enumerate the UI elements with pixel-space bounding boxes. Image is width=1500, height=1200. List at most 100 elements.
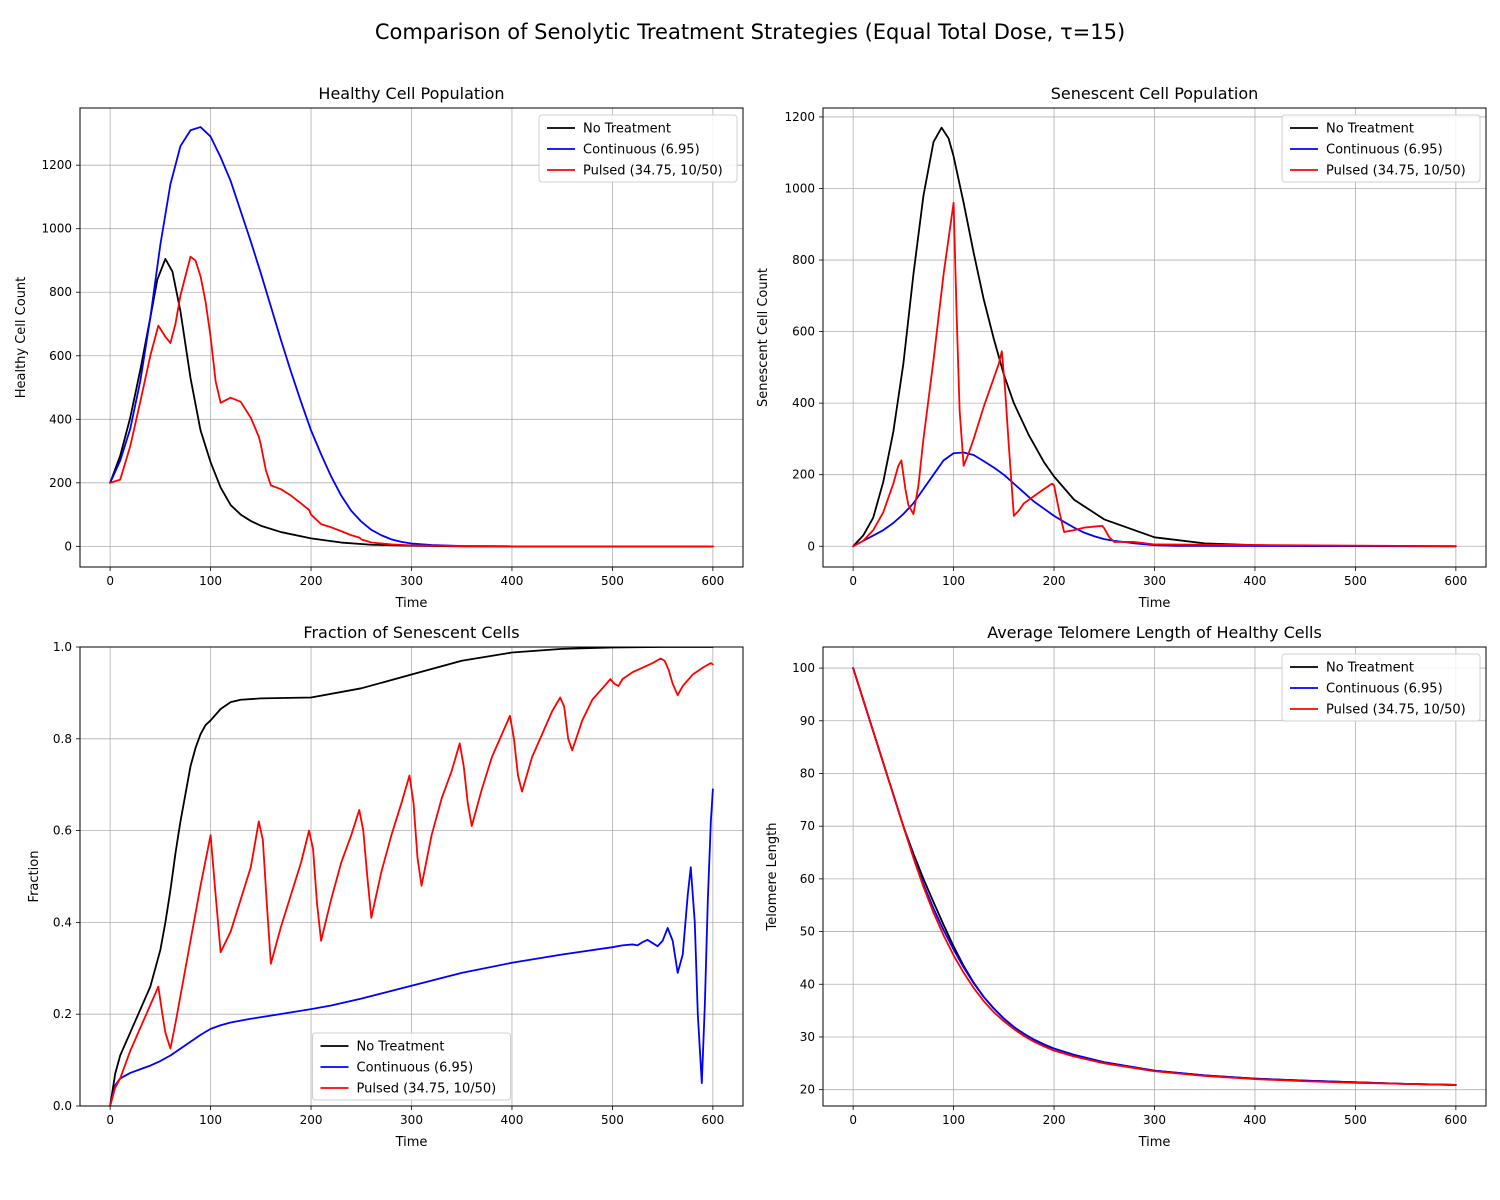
panel-title: Average Telomere Length of Healthy Cells <box>987 623 1322 642</box>
x-tick-label: 200 <box>1043 574 1066 588</box>
x-tick-label: 600 <box>1444 574 1467 588</box>
legend: No Treatment Continuous (6.95) Pulsed (34.… <box>538 114 738 183</box>
series-line-2 <box>852 201 1457 548</box>
panel-title: Fraction of Senescent Cells <box>303 623 519 642</box>
legend-box <box>1281 114 1481 183</box>
legend-label: Pulsed (34.75, 10/50) <box>583 164 723 179</box>
y-tick-label: 90 <box>800 714 815 728</box>
x-tick-label: 500 <box>1344 1113 1367 1127</box>
x-tick-label: 200 <box>1043 1113 1066 1127</box>
y-tick-label: 1200 <box>784 110 815 124</box>
axes-frame <box>822 107 1487 568</box>
y-tick-label: 70 <box>800 819 815 833</box>
x-tick-label: 0 <box>106 1113 114 1127</box>
y-axis-label: Telomere Length <box>765 823 780 932</box>
x-tick-label: 200 <box>300 574 323 588</box>
series-line-0 <box>109 647 714 1106</box>
x-tick-label: 100 <box>942 574 965 588</box>
x-tick-label: 400 <box>501 1113 524 1127</box>
legend-label: Pulsed (34.75, 10/50) <box>1326 703 1466 718</box>
x-tick-label: 600 <box>701 574 724 588</box>
x-tick-label: 300 <box>1143 1113 1166 1127</box>
legend-label: Pulsed (34.75, 10/50) <box>1326 164 1466 179</box>
legend: No Treatment Continuous (6.95) Pulsed (34.… <box>1281 114 1481 183</box>
y-tick-label: 1000 <box>41 222 72 236</box>
axes-frame <box>822 646 1487 1107</box>
y-tick-label: 800 <box>49 285 72 299</box>
x-tick-label: 400 <box>1244 1113 1267 1127</box>
x-tick-label: 100 <box>199 1113 222 1127</box>
y-tick-label: 0.6 <box>53 824 72 838</box>
series-line-1 <box>109 788 714 1106</box>
legend-label: Continuous (6.95) <box>583 143 700 158</box>
y-tick-label: 0.0 <box>53 1099 72 1113</box>
figure-title: Comparison of Senolytic Treatment Strate… <box>375 20 1125 44</box>
panel-title: Healthy Cell Population <box>318 84 504 103</box>
legend-label: No Treatment <box>1326 661 1414 676</box>
y-tick-label: 600 <box>792 325 815 339</box>
x-axis-label: Time <box>395 1135 428 1150</box>
series-line-0 <box>852 126 1457 548</box>
panel-healthy-cells: Healthy Cell Population Time Healthy Cel… <box>14 84 744 611</box>
panel-senescent-cells: Senescent Cell Population Time Senescent… <box>756 84 1487 611</box>
y-tick-label: 600 <box>49 349 72 363</box>
y-tick-label: 1000 <box>784 181 815 195</box>
y-axis-label: Fraction <box>27 851 42 903</box>
x-tick-label: 100 <box>942 1113 965 1127</box>
y-tick-label: 60 <box>800 872 815 886</box>
legend-box <box>1281 653 1481 722</box>
x-tick-label: 600 <box>1444 1113 1467 1127</box>
legend-label: Pulsed (34.75, 10/50) <box>357 1082 497 1097</box>
legend-label: No Treatment <box>357 1040 445 1055</box>
panel-title: Senescent Cell Population <box>1051 84 1259 103</box>
x-tick-label: 500 <box>1344 574 1367 588</box>
y-tick-label: 1200 <box>41 158 72 172</box>
series-line-2 <box>109 657 714 1106</box>
y-tick-label: 80 <box>800 766 815 780</box>
x-axis-label: Time <box>1138 1135 1171 1150</box>
legend: No Treatment Continuous (6.95) Pulsed (34.… <box>312 1032 511 1101</box>
legend-label: No Treatment <box>1326 122 1414 137</box>
legend-box <box>538 114 738 183</box>
axes-frame <box>79 107 744 568</box>
y-tick-label: 800 <box>792 253 815 267</box>
y-tick-label: 30 <box>800 1030 815 1044</box>
y-tick-label: 200 <box>792 468 815 482</box>
panel-telomere-length: Average Telomere Length of Healthy Cells… <box>765 623 1487 1150</box>
y-tick-label: 200 <box>49 476 72 490</box>
series-line-1 <box>109 126 714 548</box>
x-tick-label: 300 <box>400 574 423 588</box>
y-tick-label: 0.4 <box>53 915 72 929</box>
y-tick-label: 400 <box>792 396 815 410</box>
x-tick-label: 0 <box>849 574 857 588</box>
x-tick-label: 100 <box>199 574 222 588</box>
x-tick-label: 300 <box>1143 574 1166 588</box>
y-tick-label: 400 <box>49 412 72 426</box>
x-tick-label: 500 <box>601 574 624 588</box>
x-tick-label: 600 <box>701 1113 724 1127</box>
legend-label: Continuous (6.95) <box>1326 682 1443 697</box>
y-tick-label: 50 <box>800 925 815 939</box>
y-axis-label: Senescent Cell Count <box>756 268 771 407</box>
legend-label: Continuous (6.95) <box>357 1061 474 1076</box>
series-line-2 <box>109 255 714 548</box>
series-line-2 <box>852 667 1457 1086</box>
legend-label: Continuous (6.95) <box>1326 143 1443 158</box>
y-tick-label: 0.8 <box>53 732 72 746</box>
legend-box <box>312 1032 511 1101</box>
panel-senescent-fraction: Fraction of Senescent Cells Time Fractio… <box>27 623 744 1150</box>
legend: No Treatment Continuous (6.95) Pulsed (34.… <box>1281 653 1481 722</box>
x-tick-label: 400 <box>1244 574 1267 588</box>
x-axis-label: Time <box>395 596 428 611</box>
y-tick-label: 40 <box>800 977 815 991</box>
x-tick-label: 400 <box>501 574 524 588</box>
y-tick-label: 100 <box>792 661 815 675</box>
x-tick-label: 0 <box>106 574 114 588</box>
axes-frame <box>79 646 744 1107</box>
x-tick-label: 500 <box>601 1113 624 1127</box>
x-axis-label: Time <box>1138 596 1171 611</box>
y-tick-label: 1.0 <box>53 640 72 654</box>
y-tick-label: 0 <box>64 539 72 553</box>
x-tick-label: 300 <box>400 1113 423 1127</box>
